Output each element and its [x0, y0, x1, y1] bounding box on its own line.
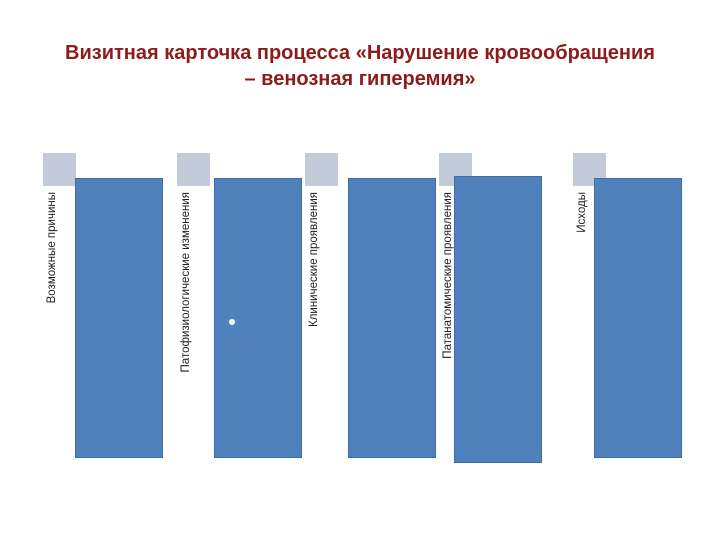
- column-panel-pathoanatomy: [454, 176, 542, 463]
- slide-title-line-2: – венозная гиперемия»: [244, 68, 476, 90]
- column-tab: [304, 152, 339, 187]
- column-panel-pathophysiology: [214, 178, 302, 458]
- slide-title: Визитная карточка процесса «Нарушение кр…: [20, 40, 700, 92]
- column-label-outcomes: Исходы: [576, 192, 588, 233]
- column-label-causes: Возможные причины: [46, 192, 58, 304]
- bullet-point: [229, 319, 235, 325]
- column-causes: Возможные причины: [42, 152, 194, 462]
- column-panel-outcomes: [594, 178, 682, 458]
- column-panel-clinical: [348, 178, 436, 458]
- column-pathoanatomy: Патанатомические проявления: [438, 152, 590, 463]
- column-tab: [42, 152, 77, 187]
- column-outcomes: Исходы: [572, 152, 720, 462]
- column-clinical: Клинические проявления: [304, 152, 456, 462]
- column-panel-causes: [75, 178, 163, 458]
- column-label-pathophysiology: Патофизиологические изменения: [180, 192, 192, 373]
- column-label-clinical: Клинические проявления: [308, 192, 320, 327]
- column-pathophysiology: Патофизиологические изменения: [176, 152, 328, 462]
- slide-title-line-1: Визитная карточка процесса «Нарушение кр…: [65, 42, 655, 64]
- column-tab: [176, 152, 211, 187]
